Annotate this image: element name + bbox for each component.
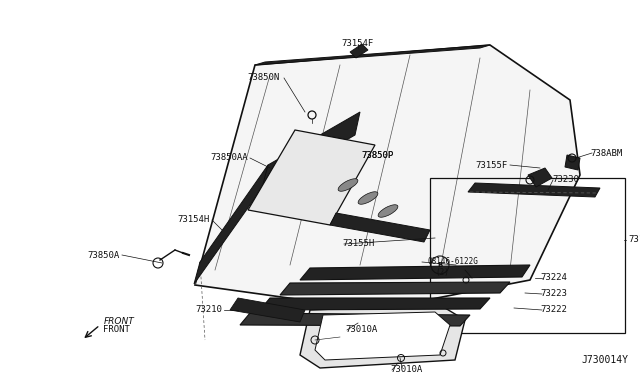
Text: 73222: 73222 — [540, 305, 567, 314]
Text: 73155H: 73155H — [342, 240, 374, 248]
Ellipse shape — [338, 179, 358, 191]
Text: FRONT: FRONT — [103, 326, 130, 334]
Polygon shape — [230, 298, 305, 322]
Polygon shape — [468, 183, 600, 197]
Polygon shape — [300, 305, 465, 368]
Ellipse shape — [358, 192, 378, 204]
Text: 73230: 73230 — [552, 176, 579, 185]
Polygon shape — [315, 312, 450, 360]
Ellipse shape — [378, 205, 398, 217]
Text: 73850P: 73850P — [362, 151, 394, 160]
Text: B: B — [437, 262, 443, 268]
Text: 73010A: 73010A — [390, 366, 422, 372]
Text: 73850P: 73850P — [362, 151, 394, 160]
Text: 73224: 73224 — [540, 273, 567, 282]
Polygon shape — [300, 265, 530, 280]
Text: 73223: 73223 — [540, 289, 567, 298]
Polygon shape — [565, 155, 580, 170]
Polygon shape — [280, 282, 510, 295]
Text: 73850A: 73850A — [88, 250, 120, 260]
Polygon shape — [260, 112, 360, 190]
Text: 73850N: 73850N — [248, 74, 280, 83]
Polygon shape — [195, 45, 580, 310]
Polygon shape — [260, 298, 490, 310]
Text: 73100: 73100 — [628, 235, 640, 244]
Text: 73154H: 73154H — [178, 215, 210, 224]
Polygon shape — [330, 213, 430, 242]
Polygon shape — [528, 168, 552, 187]
Text: 73010A: 73010A — [345, 326, 377, 334]
Text: FRONT: FRONT — [104, 317, 135, 327]
Text: 738ABM: 738ABM — [590, 148, 622, 157]
Text: 73210: 73210 — [195, 305, 222, 314]
Polygon shape — [240, 313, 470, 326]
Polygon shape — [194, 165, 268, 284]
Text: 73155F: 73155F — [476, 160, 508, 170]
Text: 73850AA: 73850AA — [211, 154, 248, 163]
Polygon shape — [248, 130, 375, 225]
Text: J730014Y: J730014Y — [581, 355, 628, 365]
Polygon shape — [255, 45, 490, 65]
Text: (2): (2) — [435, 269, 449, 278]
Text: 08146-6122G: 08146-6122G — [428, 257, 479, 266]
Text: 73154F: 73154F — [342, 39, 374, 48]
Polygon shape — [350, 44, 368, 58]
Bar — [430, 178, 625, 333]
